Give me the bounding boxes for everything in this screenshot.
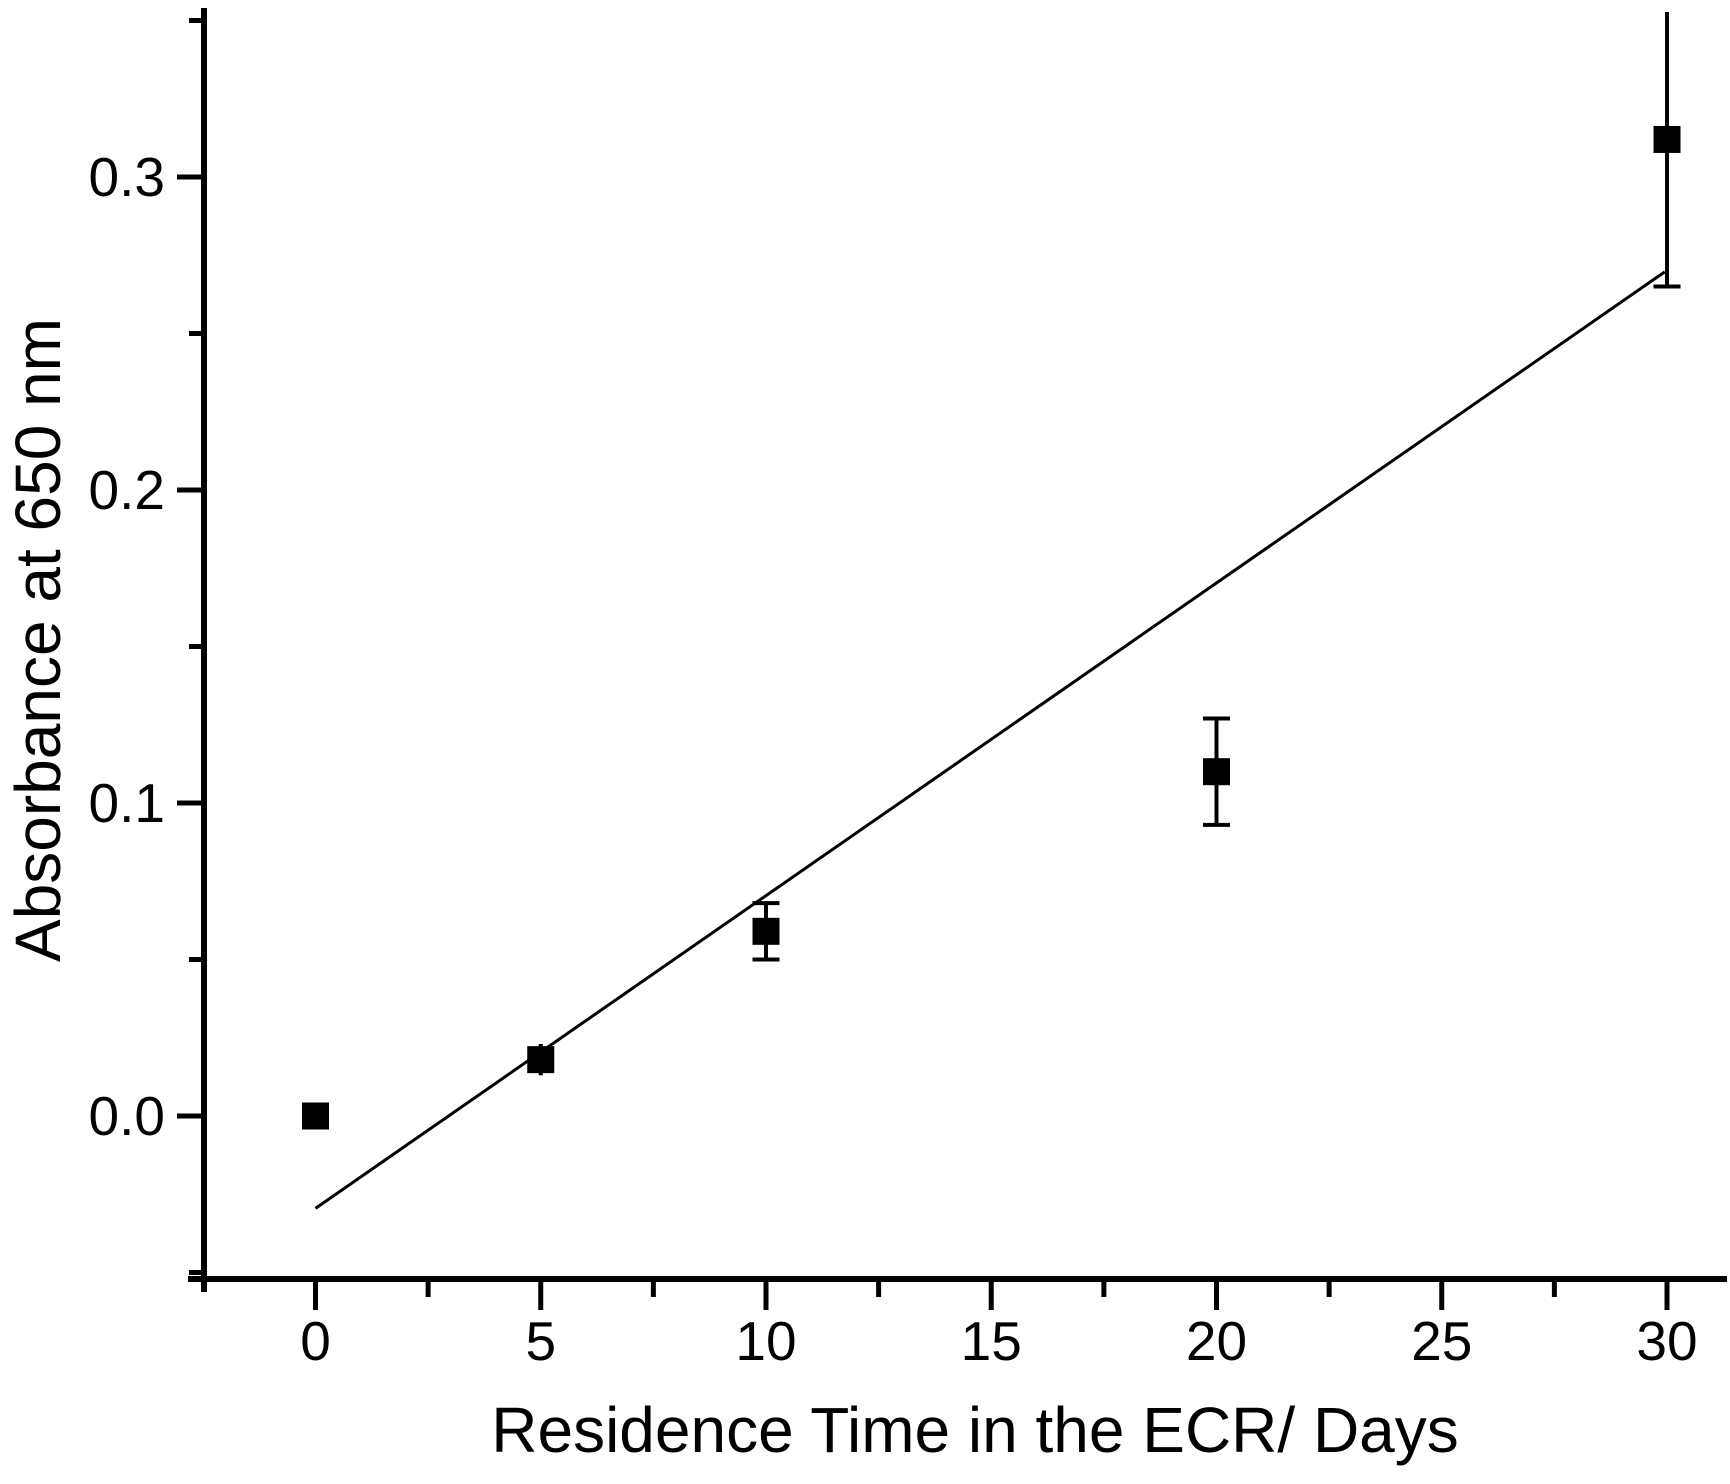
fit-line [314, 270, 1666, 1210]
x-axis-title: Residence Time in the ECR/ Days [491, 1394, 1459, 1466]
data-point-marker [1653, 125, 1681, 153]
data-point-marker [527, 1046, 555, 1074]
data-point-marker [1203, 758, 1230, 786]
data-point-marker [752, 917, 780, 945]
x-tick-label: 0 [300, 1310, 331, 1372]
x-tick-label: 25 [1411, 1310, 1472, 1372]
y-tick-label: 0.1 [89, 772, 165, 834]
x-tick-label: 15 [961, 1310, 1022, 1372]
y-tick-label: 0.3 [89, 146, 165, 208]
y-tick-label: 0.2 [89, 459, 165, 521]
x-tick-label: 30 [1636, 1310, 1697, 1372]
y-tick-label: 0.0 [89, 1085, 165, 1147]
x-tick-label: 5 [525, 1310, 556, 1372]
data-point-marker [302, 1102, 329, 1130]
y-axis-title: Absorbance at 650 nm [2, 318, 74, 962]
x-tick-label: 20 [1186, 1310, 1247, 1372]
x-tick-label: 10 [735, 1310, 796, 1372]
